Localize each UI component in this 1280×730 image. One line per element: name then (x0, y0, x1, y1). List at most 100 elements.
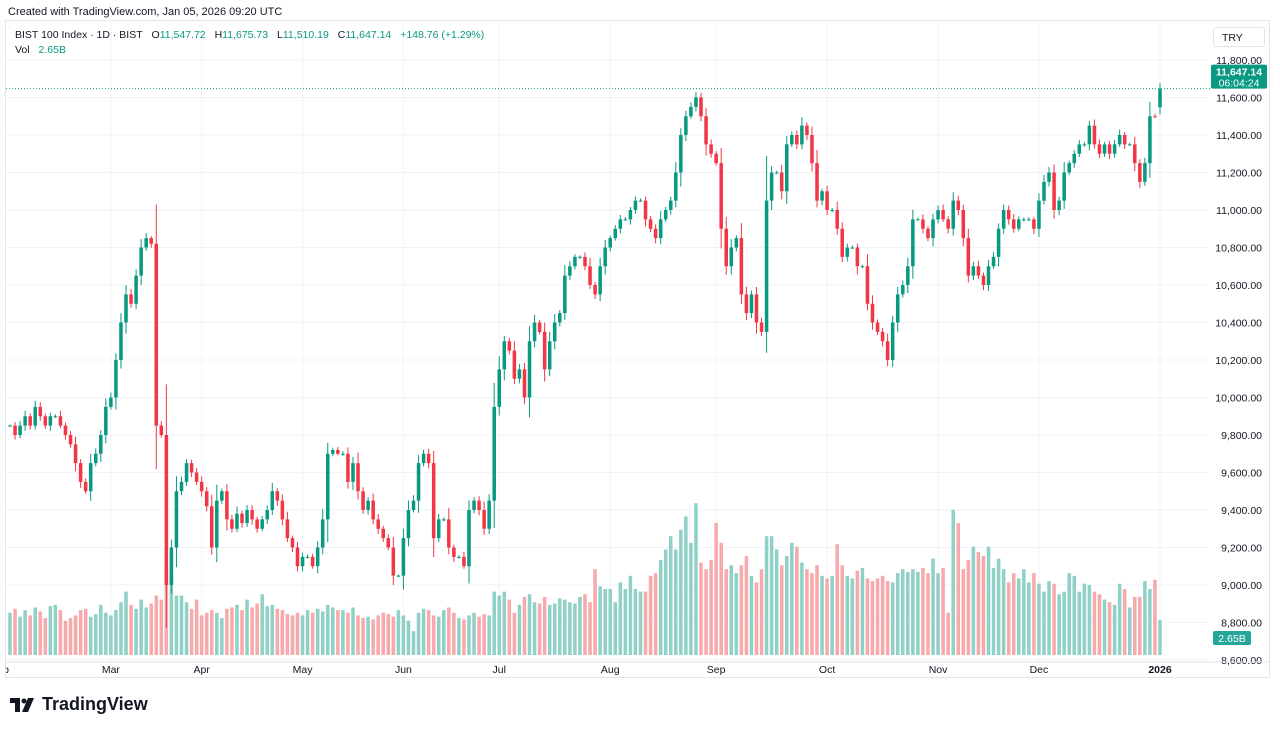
candle-body[interactable] (275, 491, 280, 501)
candle-body[interactable] (1001, 210, 1006, 229)
candle-body[interactable] (1006, 210, 1011, 220)
candle-body[interactable] (674, 172, 678, 201)
candle-body[interactable] (709, 144, 713, 154)
candle-body[interactable] (28, 416, 32, 426)
candle-body[interactable] (658, 219, 663, 239)
candle-body[interactable] (1102, 144, 1107, 154)
candle-body[interactable] (209, 506, 214, 548)
candle-body[interactable] (527, 341, 532, 398)
candle-body[interactable] (865, 266, 870, 304)
candle-body[interactable] (255, 519, 259, 529)
candle-body[interactable] (331, 450, 335, 454)
candle-body[interactable] (381, 528, 386, 539)
candle-body[interactable] (976, 266, 981, 276)
candle-body[interactable] (124, 294, 128, 323)
candle-body[interactable] (648, 219, 653, 229)
candle-body[interactable] (618, 219, 623, 229)
candle-body[interactable] (452, 547, 456, 557)
candle-body[interactable] (573, 256, 577, 267)
candle-body[interactable] (563, 275, 567, 314)
candle-body[interactable] (144, 238, 148, 248)
candle-body[interactable] (189, 463, 194, 473)
candle-body[interactable] (880, 331, 885, 342)
candle-body[interactable] (119, 322, 123, 361)
candle-body[interactable] (810, 135, 814, 164)
candle-body[interactable] (583, 256, 587, 267)
candle-body[interactable] (946, 219, 950, 229)
candle-body[interactable] (744, 294, 749, 314)
candle-body[interactable] (43, 416, 48, 426)
candle-body[interactable] (643, 200, 648, 220)
candle-body[interactable] (633, 200, 638, 210)
candle-body[interactable] (966, 238, 971, 276)
candle-body[interactable] (679, 135, 683, 173)
candle-body[interactable] (1127, 144, 1132, 146)
candle-body[interactable] (805, 125, 809, 135)
candle-body[interactable] (1138, 163, 1142, 182)
candle-body[interactable] (295, 547, 300, 567)
candle-body[interactable] (694, 97, 698, 107)
candle-body[interactable] (663, 210, 668, 220)
candle-body[interactable] (265, 510, 270, 520)
candle-body[interactable] (199, 481, 204, 492)
candle-body[interactable] (376, 519, 380, 529)
candle-body[interactable] (164, 435, 169, 585)
candle-body[interactable] (552, 322, 557, 342)
candle-body[interactable] (154, 243, 159, 426)
candle-body[interactable] (33, 406, 37, 426)
candle-body[interactable] (341, 453, 345, 455)
candle-body[interactable] (764, 200, 769, 332)
candle-body[interactable] (260, 519, 264, 529)
candle-body[interactable] (1117, 135, 1122, 145)
candle-body[interactable] (784, 144, 789, 192)
candle-body[interactable] (1143, 163, 1147, 182)
candle-body[interactable] (487, 500, 491, 529)
candle-body[interactable] (820, 191, 824, 201)
candle-body[interactable] (668, 200, 673, 210)
candle-body[interactable] (936, 210, 940, 220)
candle-body[interactable] (356, 463, 360, 492)
candle-body[interactable] (800, 125, 804, 145)
candle-body[interactable] (1158, 88, 1162, 108)
candle-body[interactable] (53, 416, 58, 418)
candle-body[interactable] (689, 106, 693, 117)
candle-body[interactable] (285, 519, 290, 539)
candle-body[interactable] (623, 219, 628, 221)
candle-body[interactable] (320, 519, 325, 548)
candle-body[interactable] (568, 266, 572, 276)
candle-body[interactable] (169, 547, 174, 586)
candle-body[interactable] (875, 322, 880, 332)
candle-body[interactable] (754, 294, 759, 323)
candle-body[interactable] (714, 153, 718, 164)
candle-body[interactable] (38, 406, 43, 417)
candle-body[interactable] (462, 556, 466, 567)
candle-body[interactable] (704, 116, 708, 145)
candle-body[interactable] (558, 313, 562, 323)
candle-body[interactable] (1112, 144, 1117, 154)
candle-body[interactable] (517, 369, 522, 379)
candle-body[interactable] (159, 425, 164, 435)
candle-body[interactable] (537, 322, 542, 332)
candle-body[interactable] (900, 285, 905, 295)
candle-body[interactable] (502, 341, 507, 370)
candle-body[interactable] (351, 463, 355, 482)
candle-body[interactable] (971, 266, 976, 276)
candle-body[interactable] (941, 210, 945, 220)
candle-body[interactable] (426, 453, 431, 464)
candle-body[interactable] (88, 463, 93, 492)
candle-body[interactable] (139, 247, 143, 276)
candle-body[interactable] (300, 556, 305, 567)
candle-body[interactable] (109, 397, 113, 407)
candle-body[interactable] (835, 210, 839, 229)
candle-body[interactable] (8, 425, 12, 427)
candle-body[interactable] (346, 453, 350, 482)
candle-body[interactable] (134, 275, 138, 304)
candle-body[interactable] (593, 285, 597, 295)
candle-body[interactable] (406, 510, 411, 539)
candle-body[interactable] (638, 200, 643, 202)
candle-body[interactable] (235, 513, 239, 529)
candle-body[interactable] (391, 547, 396, 576)
symbol-title[interactable]: BIST 100 Index · 1D · BIST (15, 29, 143, 41)
candle-body[interactable] (951, 200, 955, 229)
